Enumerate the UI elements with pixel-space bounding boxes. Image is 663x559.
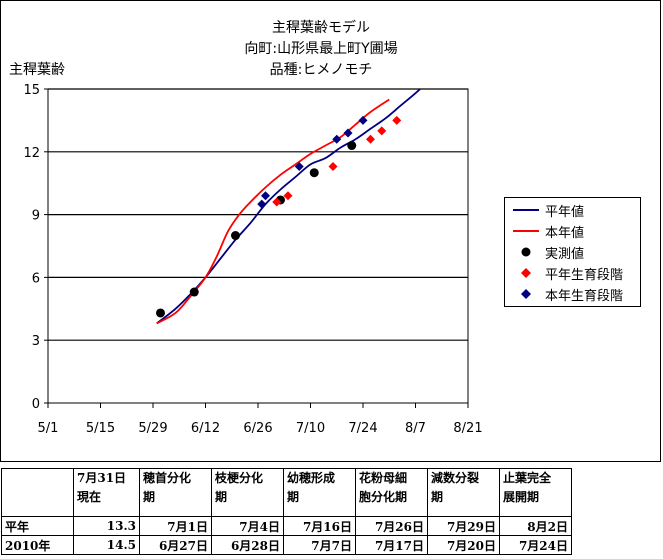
header-text: 期: [287, 490, 300, 504]
table-cell: 6月28日: [211, 535, 284, 555]
table-header-cell: 枝梗分化期: [211, 468, 284, 517]
table-cell: 13.3: [73, 516, 140, 536]
y-tick-label: 12: [23, 146, 40, 161]
table-cell: 7月1日: [139, 516, 212, 536]
legend-item-current-stage: 本年生育段階: [505, 284, 642, 304]
data-point-stage-3: [272, 197, 282, 207]
data-point-measured: [309, 168, 319, 178]
table-header-cell: 花粉母細 胞分化期: [355, 468, 428, 517]
data-point-measured: [231, 231, 240, 241]
header-text: 現在: [77, 490, 102, 504]
data-point-stage-4: [294, 161, 304, 171]
data-point-measured: [189, 287, 199, 297]
table-header-cell: [1, 468, 74, 517]
data-point-stage-4: [332, 134, 342, 144]
x-tick-label: 6/26: [243, 421, 272, 436]
y-tick-label: 9: [32, 209, 40, 224]
table-header-cell: 7月31日現在: [73, 468, 140, 517]
data-point-stage-4: [343, 128, 353, 138]
data-point-measured: [156, 308, 165, 318]
x-tick-label: 7/24: [348, 421, 377, 436]
table-cell: 14.5: [73, 535, 140, 555]
header-text: 期: [431, 490, 444, 504]
legend-symbol-blue-diamond: [521, 289, 531, 299]
table-header-cell: 幼穂形成期: [283, 468, 356, 517]
y-tick-label: 15: [23, 83, 40, 98]
table-header-row: 7月31日現在 穂首分化期 枝梗分化期 幼穂形成期 花粉母細胞分化期 減数分裂期…: [1, 468, 572, 517]
table-row: 平年 13.3 7月1日 7月4日 7月16日 7月26日 7月29日 8月2日: [1, 516, 572, 536]
header-text: 期: [215, 490, 228, 504]
legend-item-measured: 実測値: [505, 242, 642, 262]
chart-title-line-2: 向町:山形県最上町Y圃場: [244, 41, 398, 57]
chart-title-line-1: 主稈葉齢モデル: [272, 20, 370, 36]
header-text: 期: [143, 490, 156, 504]
plot-area: [47, 88, 469, 404]
table-header-cell: 止葉完全 展開期: [499, 468, 572, 517]
legend-symbol-red-diamond: [521, 268, 531, 278]
header-text: 花粉母細: [359, 471, 408, 485]
series-layer: [156, 89, 422, 325]
axis-layer: 0 3 6 9 12 15 5/1 5/15 5/29 6/12 6/26 7/10 7/24 8/7 8/…: [23, 83, 482, 436]
chart-title-line-3: 品種:ヒメノモチ: [269, 62, 373, 78]
x-tick-label: 5/1: [38, 421, 59, 436]
header-text: 止葉完全: [503, 471, 552, 485]
leaf-age-chart: 0 3 6 9 12 15 5/1 5/15 5/29 6/12 6/26 7/10 7/24 8/7 8/…: [23, 83, 482, 436]
table-cell: 7月26日: [355, 516, 428, 536]
data-point-stage-4: [261, 191, 270, 201]
legend-item-current-line: 本年値: [505, 221, 642, 241]
row-label: 2010年: [1, 535, 74, 555]
x-tick-label: 5/15: [86, 421, 115, 436]
header-text: 減数分裂: [431, 471, 480, 485]
legend-item-normal-stage: 平年生育段階: [505, 263, 642, 283]
legend-label: 平年生育段階: [545, 268, 624, 283]
growth-stage-table: 7月31日現在 穂首分化期 枝梗分化期 幼穂形成期 花粉母細胞分化期 減数分裂期…: [1, 468, 572, 555]
data-point-stage-3: [283, 191, 293, 201]
header-text: 胞分化期: [359, 490, 408, 504]
y-tick-label: 0: [32, 397, 40, 412]
legend: 平年値 本年値 実測値 平年生育段階 本年生育段階: [504, 197, 641, 307]
data-point-measured: [347, 141, 357, 151]
table-header-cell: 穂首分化期: [139, 468, 212, 517]
y-tick-label: 3: [32, 334, 40, 349]
legend-label: 本年値: [545, 226, 585, 241]
legend-symbol-black-circle: [521, 247, 531, 257]
header-text: 幼穂形成: [287, 471, 336, 485]
legend-label: 実測値: [545, 247, 585, 262]
x-tick-label: 7/10: [296, 421, 325, 436]
x-tick-label: 6/12: [191, 421, 220, 436]
row-label: 平年: [1, 516, 74, 536]
table-cell: 6月27日: [139, 535, 212, 555]
table-cell: 7月29日: [427, 516, 500, 536]
table-cell: 7月4日: [211, 516, 284, 536]
legend-label: 平年値: [545, 205, 585, 220]
chart-frame: 主稈葉齢モデル 向町:山形県最上町Y圃場 品種:ヒメノモチ 主稈葉齢 0 3 6 9 1…: [0, 0, 661, 462]
legend-symbol-blue-line: [513, 209, 539, 211]
y-axis-label: 主稈葉齢: [9, 62, 65, 78]
table-cell: 7月24日: [499, 535, 572, 555]
data-point-stage-3: [328, 161, 338, 171]
table-cell: 7月16日: [283, 516, 356, 536]
table-cell: 7月7日: [283, 535, 356, 555]
legend-symbol-red-line: [513, 230, 539, 232]
data-point-stage-4: [257, 199, 267, 209]
data-point-stage-3: [377, 126, 387, 136]
x-tick-label: 8/21: [453, 421, 482, 436]
data-point-stage-4: [358, 115, 368, 125]
table-row: 2010年 14.5 6月27日 6月28日 7月7日 7月17日 7月20日 …: [1, 535, 572, 555]
data-point-stage-3: [366, 134, 375, 144]
legend-item-normal-line: 平年値: [505, 200, 642, 220]
data-point-stage-3: [392, 115, 402, 125]
x-tick-label: 8/7: [405, 421, 426, 436]
table-cell: 8月2日: [499, 516, 572, 536]
table-cell: 7月20日: [427, 535, 500, 555]
table-header-cell: 減数分裂期: [427, 468, 500, 517]
legend-label: 本年生育段階: [545, 289, 624, 304]
header-text: 7月31日: [77, 471, 127, 485]
header-text: 展開期: [503, 490, 540, 504]
x-tick-label: 5/29: [138, 421, 167, 436]
y-tick-label: 6: [32, 271, 40, 286]
header-text: 穂首分化: [143, 471, 192, 485]
table-cell: 7月17日: [355, 535, 428, 555]
header-text: 枝梗分化: [215, 471, 264, 485]
